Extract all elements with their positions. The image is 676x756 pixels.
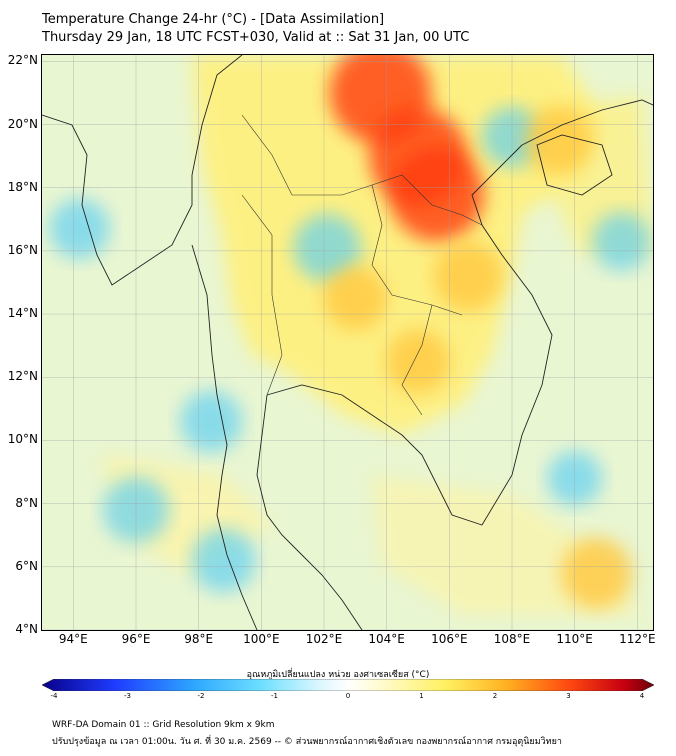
gulf-thailand-coast (266, 144, 553, 526)
colorbar-tick-label: 0 (345, 692, 351, 700)
colorbar-tick-label: 4 (639, 692, 645, 700)
cool-anomaly-6 (592, 212, 651, 271)
lat-tick-label: 14°N (7, 306, 38, 321)
lon-tick-label: 98°E (184, 632, 214, 646)
lat-tick-label: 8°N (15, 495, 38, 510)
anomaly-spots (49, 55, 651, 609)
cool-anomaly-3 (191, 528, 256, 593)
warm-anomaly-6 (561, 537, 633, 609)
colorbar (42, 679, 654, 691)
cool-anomaly-4 (180, 390, 243, 453)
gridlines (42, 55, 653, 630)
lon-tick-label: 94°E (58, 632, 88, 646)
colorbar-tick-label: -2 (197, 692, 205, 700)
warm-anomaly-5 (386, 329, 450, 394)
border-mekong (371, 184, 463, 316)
warm-anomaly-7 (525, 106, 593, 175)
lat-tick-label: 18°N (7, 179, 38, 194)
lon-tick-label: 110°E (556, 632, 593, 646)
lat-tick-label: 12°N (7, 369, 38, 384)
colorbar-title: อุณหภูมิเปลี่ยนแปลง หน่วย องศาเซลเซียส (… (246, 670, 430, 680)
warm-anomaly-3 (433, 241, 503, 311)
colorbar-tick-label: 3 (566, 692, 571, 700)
cool-anomaly-0 (293, 214, 361, 282)
map-panel (41, 54, 654, 631)
peninsula-coast (256, 394, 363, 630)
lon-tick-label: 104°E (368, 632, 405, 646)
cool-anomaly-1 (49, 198, 110, 259)
myanmar-coast (42, 55, 243, 286)
chart-subtitle: Thursday 29 Jan, 18 UTC FCST+030, Valid … (42, 30, 470, 45)
border-cambodia (401, 304, 433, 416)
lat-tick-label: 10°N (7, 432, 38, 447)
footer-model-info: WRF-DA Domain 01 :: Grid Resolution 9km … (52, 720, 275, 730)
lat-tick-label: 20°N (7, 116, 38, 131)
lon-tick-label: 96°E (121, 632, 151, 646)
colorbar-fill (42, 679, 654, 691)
border-thai-west (241, 194, 283, 396)
temperature-map (42, 55, 653, 630)
lat-tick-label: 4°N (15, 622, 38, 636)
colorbar-tick-label: 2 (492, 692, 498, 700)
warm-anomaly-4 (323, 266, 388, 331)
lon-tick-label: 100°E (243, 632, 280, 646)
lat-tick-label: 22°N (7, 53, 38, 68)
lon-tick-label: 106°E (431, 632, 468, 646)
footer-credits: ปรับปรุงข้อมูล ณ เวลา 01:00น. วัน ศ. ที่… (52, 737, 562, 747)
lon-tick-label: 108°E (493, 632, 531, 646)
chart-title: Temperature Change 24-hr (°C) - [Data As… (42, 12, 385, 27)
china-coast (521, 99, 653, 146)
lon-tick-label: 102°E (305, 632, 343, 646)
warm-anomaly-2 (389, 146, 484, 242)
andaman-coast (191, 244, 258, 630)
country-borders (241, 114, 483, 416)
lat-tick-label: 6°N (15, 558, 38, 573)
colorbar-tick-label: -3 (124, 692, 131, 700)
colorbar-tick-label: 1 (419, 692, 424, 700)
colorbar-tick-label: -4 (50, 692, 58, 700)
lat-tick-label: 16°N (7, 242, 38, 257)
coastlines (42, 55, 653, 630)
colorbar-tick-label: -1 (271, 692, 278, 700)
hainan-coast (536, 134, 613, 196)
lon-tick-label: 112°E (619, 632, 656, 646)
